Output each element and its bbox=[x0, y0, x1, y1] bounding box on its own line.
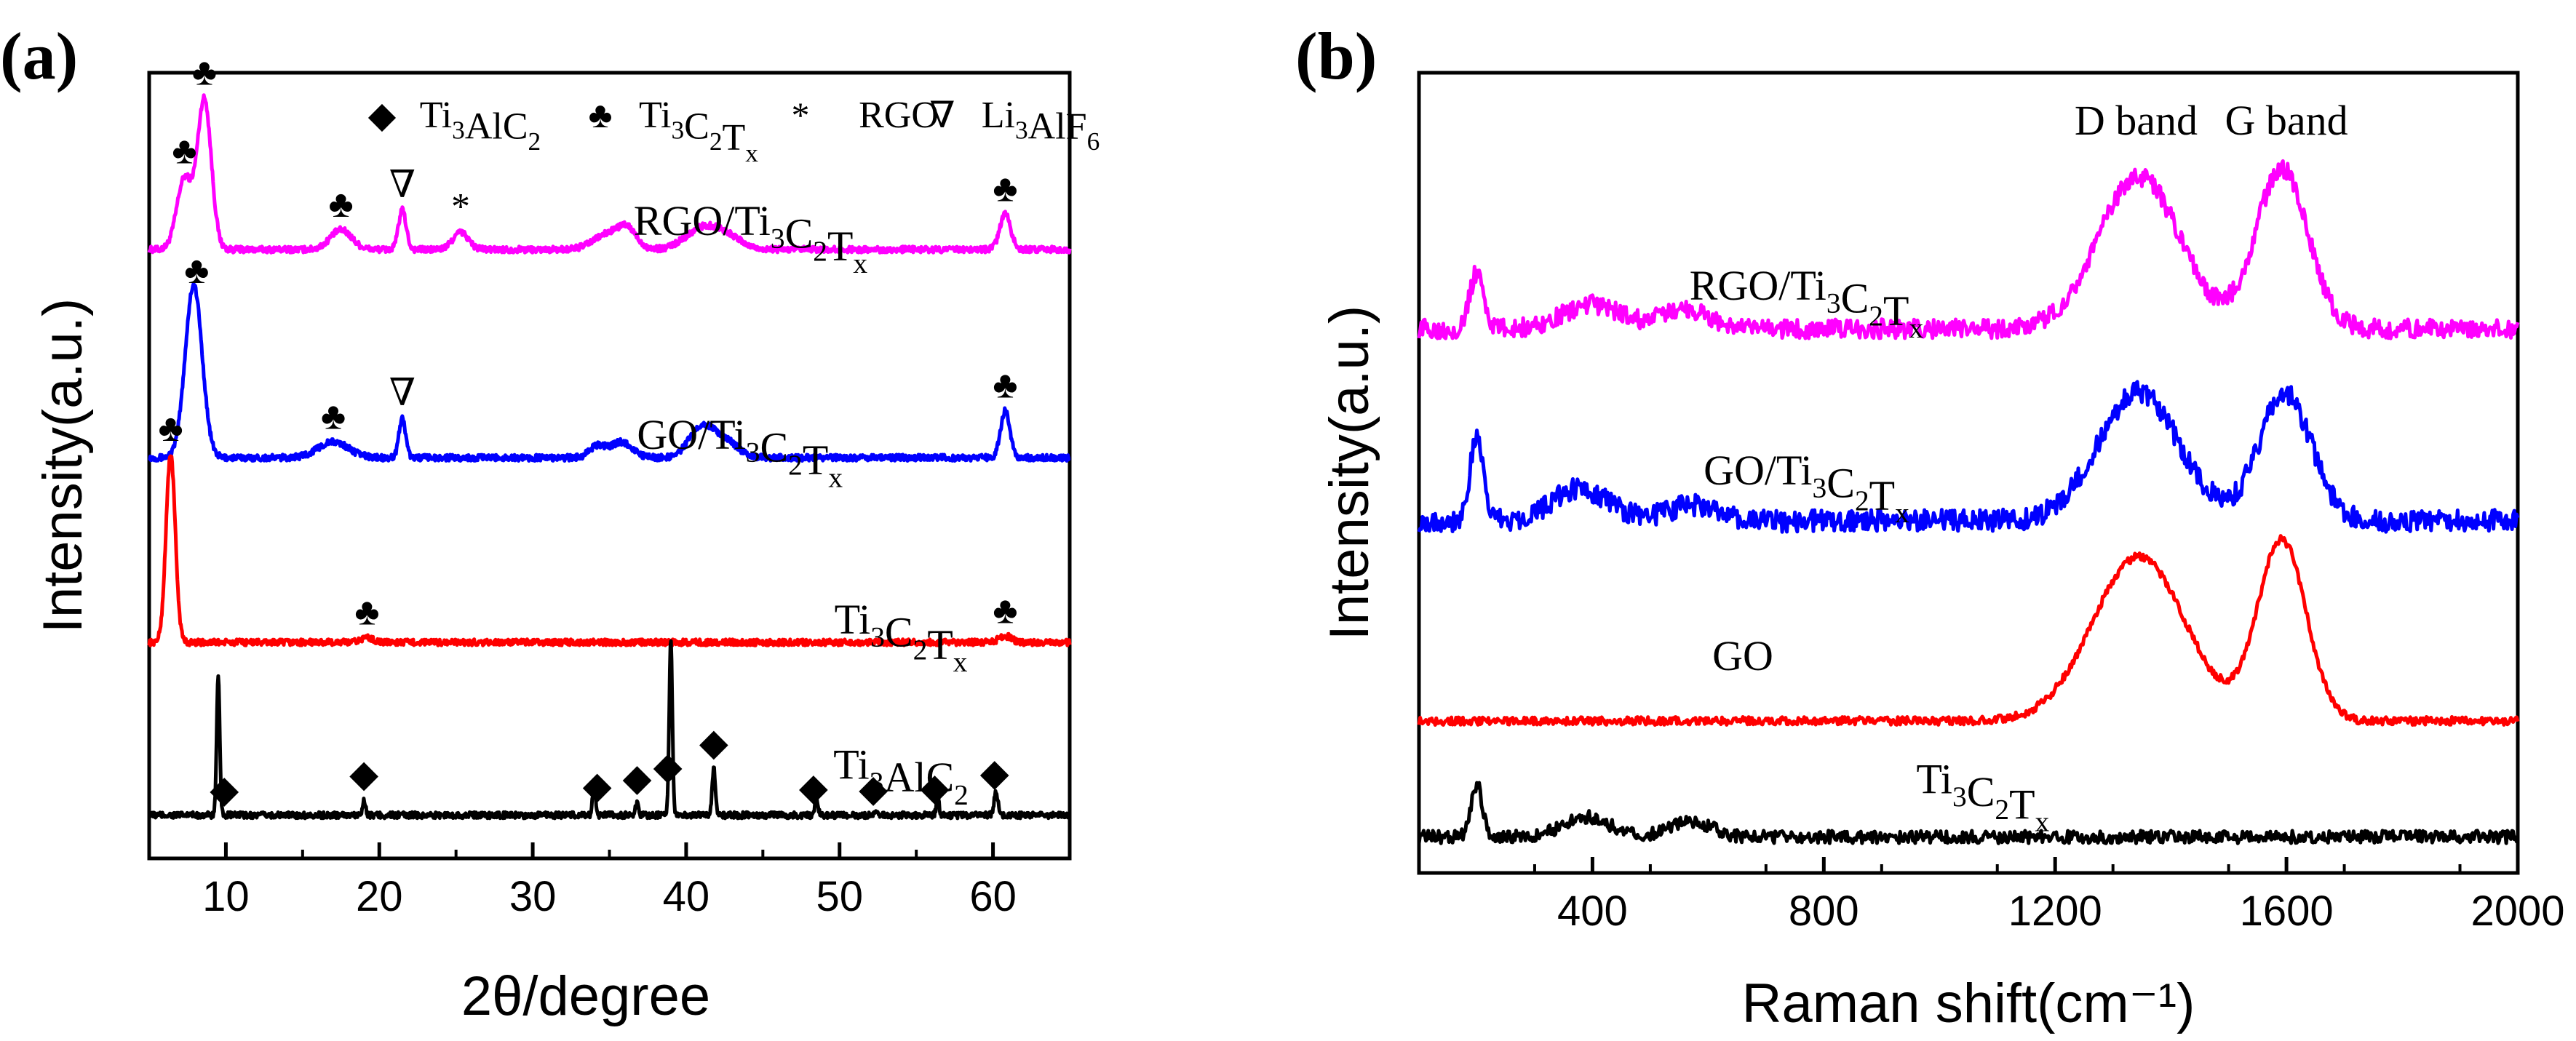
peak-marker: ◆ bbox=[622, 757, 651, 799]
panel-a-xticks: 10 20 30 40 50 60 bbox=[202, 842, 1017, 920]
legend-symbol: ◆ bbox=[368, 95, 397, 135]
peak-marker: ♣ bbox=[328, 184, 353, 226]
peak-marker: ♣ bbox=[184, 250, 209, 292]
series-label: GO/Ti3C2Tx bbox=[1704, 447, 1909, 529]
series-label: RGO/Ti3C2Tx bbox=[634, 197, 868, 279]
series-line bbox=[147, 454, 1072, 647]
peak-marker: ♣ bbox=[993, 168, 1017, 210]
peak-marker: ◆ bbox=[653, 746, 683, 787]
series-line bbox=[147, 93, 1072, 255]
peak-marker: ♣ bbox=[172, 131, 196, 172]
xtick-label: 20 bbox=[356, 873, 403, 920]
legend-symbol: ∇ bbox=[930, 95, 955, 135]
panel-b-annotations: D band G band bbox=[2075, 97, 2348, 144]
xtick-label: 10 bbox=[202, 873, 250, 920]
legend-label: Ti3AlC2 bbox=[420, 95, 541, 156]
peak-marker: ∇ bbox=[389, 164, 416, 206]
series-line bbox=[148, 282, 1071, 463]
peak-marker: ◆ bbox=[859, 768, 888, 810]
peak-marker: ◆ bbox=[799, 767, 828, 809]
peak-marker: ♣ bbox=[993, 364, 1017, 406]
xtick-label: 2000 bbox=[2470, 888, 2564, 935]
peak-marker: ♣ bbox=[192, 52, 217, 93]
panel-b-label: (b) bbox=[1295, 19, 1377, 93]
peak-marker: ◆ bbox=[349, 754, 378, 795]
panel-b: (b) 400 800 1200 1600 2000 RGO/Ti3C2Tx GO/Ti3… bbox=[1295, 19, 2565, 1034]
panel-b-xlabel: Raman shift(cm⁻¹) bbox=[1742, 973, 2195, 1034]
series-line bbox=[1417, 380, 2520, 534]
legend-symbol: ♣ bbox=[589, 95, 613, 135]
peak-marker: ◆ bbox=[980, 753, 1009, 794]
panel-a: (a) 10 20 30 40 50 60 RGO/Ti3C2Tx ♣ ♣ ♣ ∇ * ♣ GO/Ti3… bbox=[0, 19, 1100, 1027]
peak-marker: * bbox=[451, 186, 470, 228]
series-line bbox=[1417, 159, 2520, 340]
xtick-label: 40 bbox=[663, 873, 710, 920]
panel-b-xticks: 400 800 1200 1600 2000 bbox=[1533, 857, 2565, 935]
xtick-label: 60 bbox=[969, 873, 1017, 920]
xtick-label: 30 bbox=[509, 873, 557, 920]
series-label: Ti3C2Tx bbox=[835, 596, 968, 678]
legend-label: Ti3C2Tx bbox=[639, 95, 758, 167]
panel-b-ylabel: Intensity(a.u.) bbox=[1319, 306, 1380, 640]
peak-marker: ♣ bbox=[993, 590, 1017, 631]
peak-marker: ◆ bbox=[583, 765, 612, 807]
series-line bbox=[1417, 781, 2519, 845]
xtick-label: 400 bbox=[1557, 888, 1628, 935]
peak-marker: ◆ bbox=[699, 722, 728, 764]
peak-marker: ◆ bbox=[210, 770, 239, 811]
series-label: Ti3AlC2 bbox=[833, 741, 969, 811]
xtick-label: 50 bbox=[816, 873, 863, 920]
peak-marker: ♣ bbox=[354, 592, 379, 634]
series-line bbox=[1417, 534, 2520, 727]
panel-a-ylabel: Intensity(a.u.) bbox=[32, 298, 94, 633]
xtick-label: 800 bbox=[1789, 888, 1859, 935]
panel-a-legend: ◆ Ti3AlC2 ♣ Ti3C2Tx * RGO∇ Li3AlF6 bbox=[368, 95, 1100, 167]
panel-a-xlabel: 2θ/degree bbox=[461, 965, 710, 1027]
peak-marker: ◆ bbox=[920, 767, 949, 809]
peak-marker: ♣ bbox=[321, 396, 346, 438]
band-annotation: D band bbox=[2075, 97, 2198, 144]
xtick-label: 1200 bbox=[2008, 888, 2102, 935]
series-label: GO/Ti3C2Tx bbox=[637, 411, 843, 493]
panel-b-series: RGO/Ti3C2Tx GO/Ti3C2Tx GO Ti3C2Tx bbox=[1417, 159, 2520, 845]
series-label: Ti3C2Tx bbox=[1916, 756, 2049, 838]
peak-marker: ∇ bbox=[389, 372, 416, 414]
panel-a-series: RGO/Ti3C2Tx ♣ ♣ ♣ ∇ * ♣ GO/Ti3C2Tx ♣ ♣ ∇ ♣ Ti3C2Tx ♣ ♣… bbox=[147, 52, 1072, 821]
peak-marker: ♣ bbox=[158, 408, 183, 450]
legend-label: Li3AlF6 bbox=[982, 95, 1100, 156]
panel-b-frame bbox=[1417, 71, 2520, 875]
legend-label: RGO bbox=[859, 95, 939, 136]
legend-symbol: * bbox=[792, 95, 810, 135]
xtick-label: 1600 bbox=[2240, 888, 2334, 935]
series-label: GO bbox=[1712, 632, 1773, 679]
panel-a-frame bbox=[147, 71, 1072, 861]
series-label: RGO/Ti3C2Tx bbox=[1690, 262, 1924, 344]
panel-a-label: (a) bbox=[0, 19, 78, 93]
series-line bbox=[147, 639, 1072, 821]
band-annotation: G band bbox=[2225, 97, 2348, 144]
